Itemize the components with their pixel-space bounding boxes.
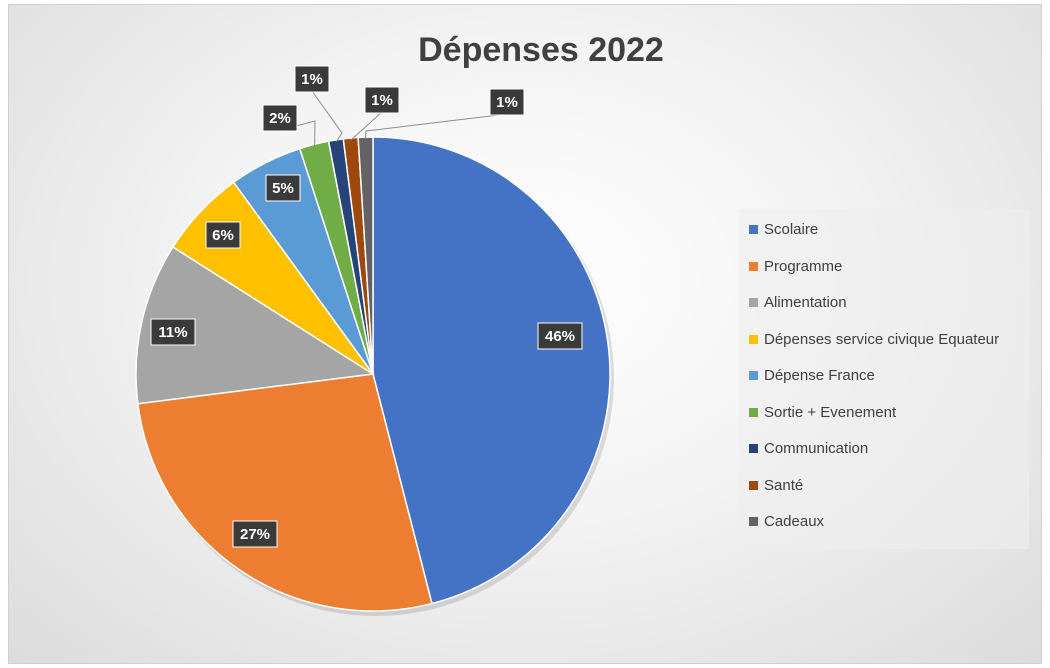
legend-label: Communication bbox=[764, 440, 869, 457]
pie-slice-scolaire bbox=[372, 136, 611, 605]
legend-swatch bbox=[749, 225, 758, 234]
data-label-box bbox=[489, 88, 525, 116]
leader-line bbox=[311, 90, 343, 143]
legend-label: Dépenses service civique Equateur bbox=[764, 330, 1000, 348]
legend-item: Sortie + Evenement bbox=[749, 404, 896, 421]
data-label-box bbox=[232, 520, 278, 548]
legend-swatch bbox=[749, 480, 758, 490]
legend-item: Communication bbox=[749, 440, 868, 457]
legend-label: Alimentation bbox=[764, 294, 847, 311]
data-label-text: 1% bbox=[371, 92, 393, 109]
leader-line bbox=[365, 113, 508, 140]
data-label: 1% bbox=[294, 65, 330, 93]
legend-swatch bbox=[749, 298, 758, 307]
legend-swatch bbox=[749, 261, 758, 271]
pie-chart: 46% 27% 11% 6% 5% 2% 1% 1% 1% bbox=[135, 65, 614, 616]
legend-item: Santé bbox=[749, 477, 803, 494]
legend: Scolaire Programme Alimentation Dépenses se… bbox=[739, 209, 1029, 549]
data-label-box bbox=[537, 322, 583, 350]
data-label: 27% bbox=[232, 520, 278, 548]
chart-title: Dépenses 2022 bbox=[418, 31, 664, 69]
legend-item: Dépense France bbox=[749, 367, 875, 384]
data-label-box bbox=[205, 221, 241, 249]
legend-label: Sortie + Evenement bbox=[764, 403, 897, 421]
data-label-text: 5% bbox=[272, 180, 294, 197]
data-label-text: 1% bbox=[301, 71, 323, 88]
data-label-text: 2% bbox=[269, 110, 291, 127]
data-label-box bbox=[265, 174, 301, 202]
chart-frame: Dépenses 2022 46% 27% 11% 6% 5% 2% 1% 1% 1% Scol… bbox=[8, 4, 1042, 664]
legend-label: Cadeaux bbox=[764, 513, 825, 530]
leader-line bbox=[350, 111, 383, 141]
legend-swatch bbox=[749, 334, 758, 344]
data-label: 11% bbox=[150, 318, 196, 346]
data-label-text: 11% bbox=[158, 324, 187, 341]
legend-swatch bbox=[749, 517, 758, 526]
data-label-box bbox=[364, 86, 400, 114]
legend-label: Dépense France bbox=[764, 367, 875, 384]
legend-item: Scolaire bbox=[749, 221, 818, 238]
legend-item: Dépenses service civique Equateur bbox=[749, 331, 999, 348]
data-label-box bbox=[294, 65, 330, 93]
data-label-text: 1% bbox=[496, 94, 518, 111]
data-label-box bbox=[262, 104, 298, 132]
data-label: 1% bbox=[489, 88, 525, 116]
data-label-text: 46% bbox=[545, 328, 575, 345]
legend-swatch bbox=[749, 407, 758, 417]
data-label-text: 27% bbox=[240, 526, 270, 543]
data-label-box bbox=[150, 318, 196, 346]
legend-label: Santé bbox=[764, 476, 804, 494]
data-label: 2% bbox=[262, 104, 298, 132]
legend-item: Alimentation bbox=[749, 294, 847, 311]
legend-swatch bbox=[749, 371, 758, 380]
legend-label: Programme bbox=[764, 257, 843, 275]
legend-label: Scolaire bbox=[764, 221, 819, 238]
legend-item: Programme bbox=[749, 258, 842, 275]
legend-item: Cadeaux bbox=[749, 513, 824, 530]
data-label-text: 6% bbox=[212, 227, 234, 244]
pie-slice-programme bbox=[137, 373, 433, 612]
data-label: 1% bbox=[364, 86, 400, 114]
data-label: 6% bbox=[205, 221, 241, 249]
data-label: 46% bbox=[537, 322, 583, 350]
pie-slice-alimentation bbox=[135, 245, 376, 405]
legend-swatch bbox=[749, 444, 758, 453]
data-label: 5% bbox=[265, 174, 301, 202]
